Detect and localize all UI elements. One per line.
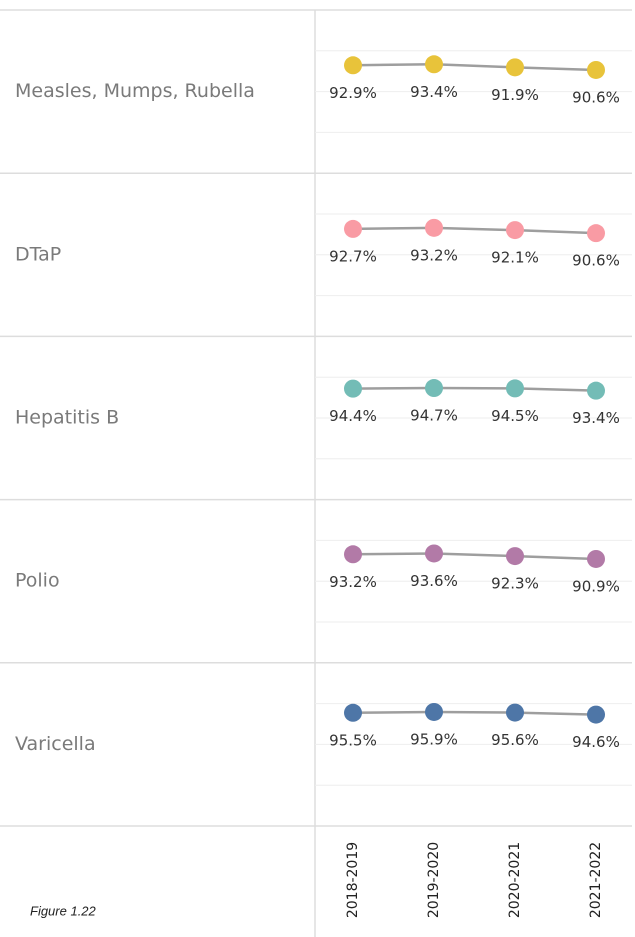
value-label: 92.1% — [491, 249, 539, 267]
point — [344, 56, 362, 75]
value-label: 94.7% — [410, 407, 458, 425]
point — [344, 219, 362, 238]
value-label: 90.6% — [572, 252, 620, 270]
point — [425, 55, 443, 74]
value-label: 94.5% — [491, 407, 539, 425]
row-label: Polio — [15, 570, 60, 592]
x-tick-label: 2021-2022 — [588, 842, 604, 918]
line — [352, 63, 597, 72]
point — [425, 544, 443, 563]
x-tick-label: 2019-2020 — [426, 842, 442, 918]
line — [352, 710, 597, 716]
line — [352, 386, 597, 392]
value-label: 93.2% — [410, 246, 458, 264]
point — [425, 379, 443, 398]
row-label: Varicella — [15, 733, 96, 755]
value-label: 92.3% — [491, 575, 539, 593]
point — [587, 60, 605, 79]
row-label: Hepatitis B — [15, 407, 119, 429]
point — [506, 221, 524, 240]
value-label: 94.6% — [572, 733, 620, 751]
value-label: 93.4% — [572, 409, 620, 427]
point — [344, 703, 362, 722]
point — [506, 379, 524, 398]
point — [506, 58, 524, 77]
point — [587, 549, 605, 568]
row-label: DTaP — [15, 243, 61, 265]
value-label: 95.9% — [410, 730, 458, 748]
line — [352, 552, 597, 561]
value-label: 93.2% — [329, 573, 377, 591]
point — [587, 705, 605, 724]
value-label: 90.6% — [572, 88, 620, 106]
x-tick-label: 2020-2021 — [507, 842, 523, 918]
line — [352, 226, 597, 235]
point — [587, 224, 605, 243]
point — [425, 218, 443, 237]
value-label: 93.6% — [410, 572, 458, 590]
value-label: 91.9% — [491, 86, 539, 104]
x-tick-label: 2018-2019 — [345, 842, 361, 918]
value-label: 93.4% — [410, 83, 458, 101]
value-label: 95.6% — [491, 731, 539, 749]
caption: Figure 1.22 — [30, 903, 97, 918]
value-label: 90.9% — [572, 577, 620, 595]
row-label: Measles, Mumps, Rubella — [15, 80, 255, 102]
point — [587, 381, 605, 400]
point — [506, 703, 524, 722]
value-label: 95.5% — [329, 731, 377, 749]
point — [506, 547, 524, 566]
point — [425, 702, 443, 721]
point — [344, 545, 362, 564]
value-label: 94.4% — [329, 407, 377, 425]
value-label: 92.9% — [329, 84, 377, 102]
value-label: 92.7% — [329, 247, 377, 265]
point — [344, 379, 362, 398]
